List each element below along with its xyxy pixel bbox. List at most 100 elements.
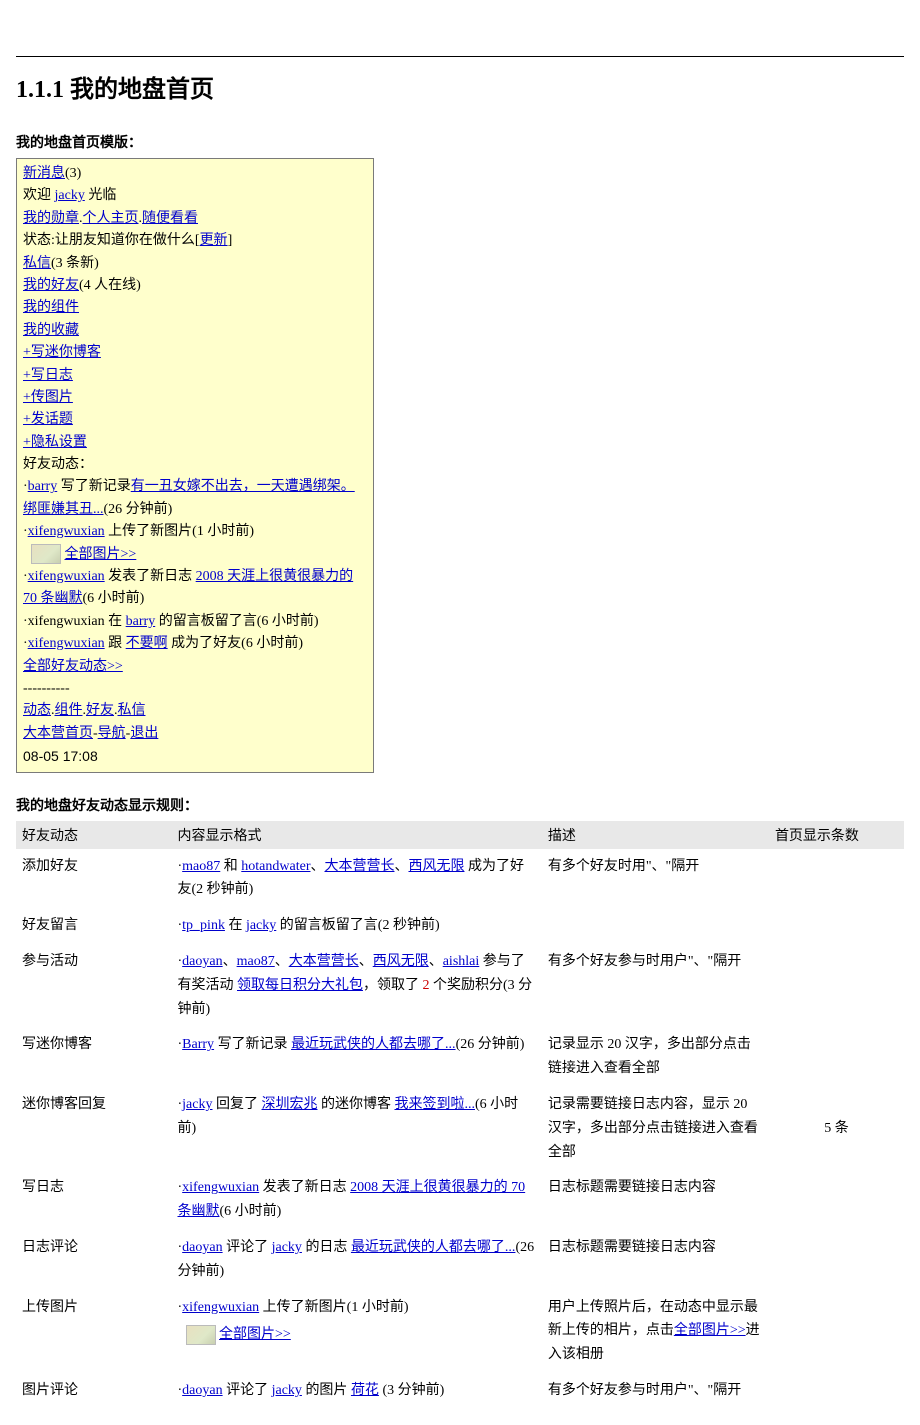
cell-type: 日志评论: [16, 1230, 172, 1290]
content-link[interactable]: 西风无限: [408, 859, 464, 874]
topic-link[interactable]: +发话题: [23, 412, 73, 427]
top-rule: [16, 56, 904, 57]
feed4-user[interactable]: barry: [126, 614, 156, 629]
feed1-user[interactable]: barry: [28, 479, 58, 494]
nav-friends[interactable]: 好友: [86, 703, 114, 718]
cell-format: ·Barry 写了新记录 最近玩武侠的人都去哪了...(26 分钟前): [172, 1027, 542, 1087]
friends-link[interactable]: 我的好友: [23, 278, 79, 293]
feed4-pre: ·xifengwuxian 在: [23, 614, 126, 629]
template-label: 我的地盘首页模版：: [16, 132, 904, 152]
content-link[interactable]: 我来签到啦...: [395, 1097, 476, 1112]
cell-desc: 有多个好友参与时用户"、"隔开: [542, 944, 769, 1027]
content-link[interactable]: aishlai: [443, 954, 480, 969]
upload-link[interactable]: +传图片: [23, 390, 73, 405]
feed3-user[interactable]: xifengwuxian: [28, 569, 105, 584]
cell-count: 5 条: [769, 849, 904, 1409]
new-message-count: (3): [65, 166, 81, 181]
content-link[interactable]: mao87: [182, 859, 220, 874]
feed-item-1: ·barry 写了新记录有一丑女嫁不出去，一天遭遇绑架。绑匪嫌其丑...(26 …: [23, 476, 367, 521]
cell-format: ·daoyan、mao87、大本营营长、西风无限、aishlai 参与了有奖活动…: [172, 944, 542, 1027]
welcome-suffix: 光临: [85, 188, 117, 203]
bottom-nav-1: 动态.组件.好友.私信: [23, 700, 367, 722]
diary-link[interactable]: +写日志: [23, 368, 73, 383]
miniblog-link[interactable]: +写迷你博客: [23, 345, 101, 360]
friends-count: (4 人在线): [79, 278, 141, 293]
cell-desc: 记录显示 20 汉字，多出部分点击链接进入查看全部: [542, 1027, 769, 1087]
content-link[interactable]: jacky: [272, 1383, 302, 1398]
status-line: 状态:让朋友知道你在做什么[更新]: [23, 230, 367, 252]
content-link[interactable]: daoyan: [182, 1383, 222, 1398]
content-link[interactable]: 大本营营长: [289, 954, 359, 969]
content-link[interactable]: jacky: [272, 1240, 302, 1255]
all-feed-link[interactable]: 全部好友动态>>: [23, 659, 123, 674]
content-link[interactable]: jacky: [246, 918, 276, 933]
widgets-link[interactable]: 我的组件: [23, 300, 79, 315]
content-link[interactable]: 全部图片>>: [674, 1323, 746, 1338]
welcome-line: 欢迎 jacky 光临: [23, 185, 367, 207]
cell-type: 写日志: [16, 1170, 172, 1230]
content-link[interactable]: Barry: [182, 1037, 214, 1052]
nav-home[interactable]: 大本营首页: [23, 726, 93, 741]
cell-desc: 记录需要链接日志内容，显示 20 汉字，多出部分点击链接进入查看全部: [542, 1087, 769, 1170]
nav-logout[interactable]: 退出: [130, 726, 158, 741]
cell-format: ·daoyan 评论了 jacky 的图片 荷花 (3 分钟前): [172, 1373, 542, 1409]
bottom-nav-2: 大本营首页-导航-退出: [23, 723, 367, 745]
username-link[interactable]: jacky: [55, 188, 85, 203]
cell-type: 参与活动: [16, 944, 172, 1027]
table-header-row: 好友动态 内容显示格式 描述 首页显示条数: [16, 821, 904, 849]
browse-link[interactable]: 随便看看: [142, 211, 198, 226]
content-link[interactable]: 深圳宏兆: [262, 1097, 318, 1112]
cell-desc: 用户上传照片后，在动态中显示最新上传的相片，点击全部图片>>进入该相册: [542, 1290, 769, 1373]
cell-format: ·xifengwuxian 上传了新图片(1 小时前) 全部图片>>: [172, 1290, 542, 1373]
new-message-link[interactable]: 新消息: [23, 166, 65, 181]
section-number: 1.1.1: [16, 77, 64, 103]
thumbnail-icon[interactable]: [31, 544, 61, 564]
feed5-user2[interactable]: 不要啊: [126, 636, 168, 651]
feed-item-3: ·xifengwuxian 发表了新日志 2008 天涯上很黄很暴力的 70 条…: [23, 566, 367, 611]
feed-item-2-thumb: 全部图片>>: [23, 544, 367, 566]
content-link[interactable]: 西风无限: [373, 954, 429, 969]
nav-pm[interactable]: 私信: [118, 703, 146, 718]
content-link[interactable]: jacky: [182, 1097, 212, 1112]
content-link[interactable]: hotandwater: [241, 859, 310, 874]
all-images-link[interactable]: 全部图片>>: [219, 1327, 291, 1342]
feed5-text: 成为了好友(6 小时前): [168, 636, 303, 651]
favorites-link[interactable]: 我的收藏: [23, 323, 79, 338]
content-link[interactable]: daoyan: [182, 954, 222, 969]
rules-table: 好友动态 内容显示格式 描述 首页显示条数 添加好友·mao87 和 hotan…: [16, 821, 904, 1409]
thumbnail-icon[interactable]: [186, 1325, 216, 1345]
update-link[interactable]: 更新: [200, 233, 228, 248]
privacy-link[interactable]: +隐私设置: [23, 435, 87, 450]
feed5-user[interactable]: xifengwuxian: [28, 636, 105, 651]
new-message-line: 新消息(3): [23, 163, 367, 185]
pm-count: (3 条新): [51, 256, 99, 271]
content-link[interactable]: 大本营营长: [324, 859, 394, 874]
content-link[interactable]: mao87: [237, 954, 275, 969]
nav-navigate[interactable]: 导航: [98, 726, 126, 741]
content-link[interactable]: 荷花: [351, 1383, 379, 1398]
profile-link[interactable]: 个人主页: [83, 211, 139, 226]
feed2-user[interactable]: xifengwuxian: [28, 524, 105, 539]
nav-dynamic[interactable]: 动态: [23, 703, 51, 718]
feed4-text: 的留言板留了言(6 小时前): [155, 614, 318, 629]
content-link[interactable]: xifengwuxian: [182, 1180, 259, 1195]
content-link[interactable]: 领取每日积分大礼包: [237, 978, 363, 993]
feed-title: 好友动态：: [23, 454, 367, 476]
datetime: 08-05 17:08: [23, 745, 367, 767]
pm-link[interactable]: 私信: [23, 256, 51, 271]
th-desc: 描述: [542, 821, 769, 849]
friends-line: 我的好友(4 人在线): [23, 275, 367, 297]
cell-type: 写迷你博客: [16, 1027, 172, 1087]
content-link[interactable]: 最近玩武侠的人都去哪了...: [291, 1037, 456, 1052]
content-link[interactable]: tp_pink: [182, 918, 225, 933]
nav-widgets[interactable]: 组件: [55, 703, 83, 718]
feed2-all-link[interactable]: 全部图片>>: [65, 547, 137, 562]
feed5-mid: 跟: [105, 636, 126, 651]
my-medals-link[interactable]: 我的勋章: [23, 211, 79, 226]
highlight-number: 2: [423, 978, 430, 993]
rules-label: 我的地盘好友动态显示规则：: [16, 795, 904, 815]
content-link[interactable]: daoyan: [182, 1240, 222, 1255]
cell-format: ·daoyan 评论了 jacky 的日志 最近玩武侠的人都去哪了...(26 …: [172, 1230, 542, 1290]
content-link[interactable]: 最近玩武侠的人都去哪了...: [351, 1240, 516, 1255]
feed1-mid: 写了新记录: [57, 479, 131, 494]
